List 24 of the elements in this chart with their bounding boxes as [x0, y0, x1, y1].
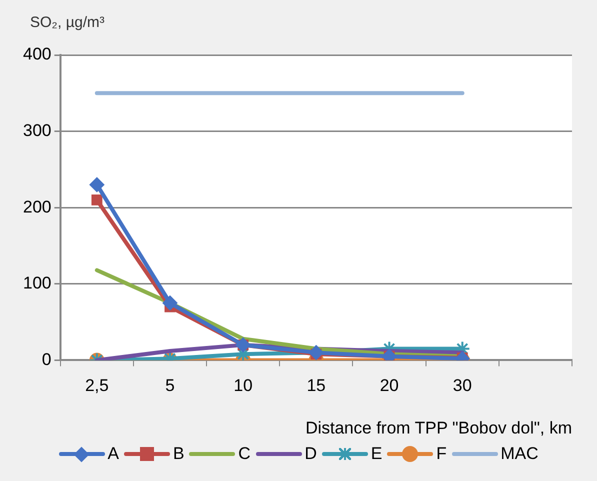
- legend-label: MAC: [500, 444, 538, 464]
- y-axis-title: SO₂, µg/m³: [30, 14, 104, 31]
- y-tick-label: 0: [42, 350, 52, 369]
- x-tick-label: 2,5: [85, 376, 109, 396]
- point: [162, 295, 178, 310]
- y-tick-label: 300: [22, 120, 52, 140]
- legend-label: A: [108, 444, 119, 464]
- point: [91, 194, 102, 206]
- legend-label: F: [436, 444, 447, 464]
- x-tick-label: 10: [234, 376, 253, 396]
- legend-label: E: [370, 444, 382, 464]
- y-tick-label: 100: [22, 274, 52, 293]
- point: [89, 177, 104, 192]
- x-tick-label: 5: [165, 376, 175, 396]
- legend-label: C: [238, 444, 251, 464]
- y-tick-label: 400: [22, 44, 52, 64]
- x-tick-label: 30: [452, 376, 472, 396]
- legend-label: D: [304, 444, 317, 464]
- point: [236, 337, 251, 352]
- x-tick-label: 20: [380, 376, 399, 396]
- x-tick-label: 15: [306, 376, 326, 396]
- legend-label: B: [172, 444, 184, 464]
- x-axis-title: Distance from TPP "Bobov dol", km: [305, 418, 572, 438]
- y-tick-label: 200: [22, 197, 52, 216]
